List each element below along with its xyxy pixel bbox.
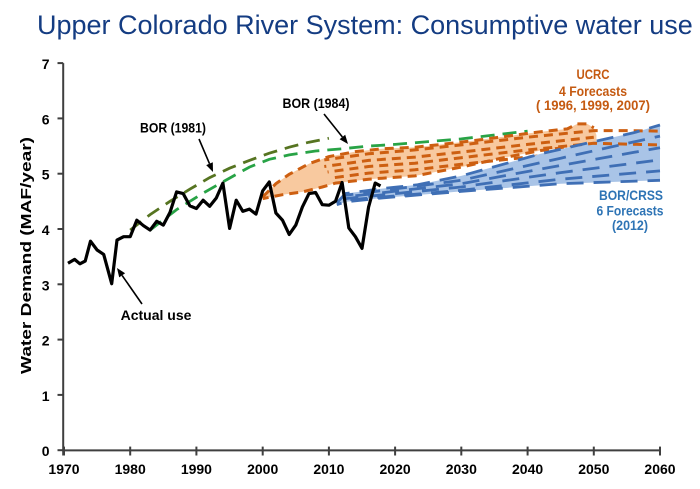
- svg-text:4: 4: [42, 222, 50, 238]
- svg-text:BOR (1984): BOR (1984): [283, 95, 350, 111]
- svg-text:2: 2: [42, 333, 50, 349]
- svg-text:2050: 2050: [578, 461, 609, 477]
- svg-text:7: 7: [42, 56, 50, 72]
- svg-text:2040: 2040: [512, 461, 543, 477]
- svg-text:(2012): (2012): [612, 217, 648, 233]
- svg-text:Water Demand (MAF/year): Water Demand (MAF/year): [19, 137, 35, 374]
- svg-text:2030: 2030: [446, 461, 477, 477]
- svg-text:BOR/CRSS: BOR/CRSS: [599, 187, 663, 203]
- svg-text:Actual use: Actual use: [121, 307, 192, 323]
- svg-text:0: 0: [42, 443, 50, 459]
- svg-text:BOR (1981): BOR (1981): [140, 120, 206, 136]
- svg-text:2000: 2000: [247, 461, 278, 477]
- svg-text:2010: 2010: [313, 461, 344, 477]
- svg-text:1: 1: [42, 388, 50, 404]
- svg-text:1970: 1970: [48, 461, 79, 477]
- svg-text:6 Forecasts: 6 Forecasts: [597, 203, 664, 219]
- svg-text:3: 3: [42, 277, 50, 293]
- svg-text:5: 5: [42, 167, 50, 183]
- svg-text:6: 6: [42, 111, 50, 127]
- svg-text:1980: 1980: [115, 461, 146, 477]
- svg-text:Upper Colorado River System: C: Upper Colorado River System: Consumptive…: [37, 10, 693, 40]
- svg-text:1990: 1990: [181, 461, 212, 477]
- svg-text:2060: 2060: [644, 461, 675, 477]
- svg-text:4 Forecasts: 4 Forecasts: [559, 83, 627, 99]
- svg-text:( 1996, 1999, 2007): ( 1996, 1999, 2007): [536, 97, 650, 113]
- svg-text:UCRC: UCRC: [577, 66, 610, 82]
- svg-text:2020: 2020: [380, 461, 411, 477]
